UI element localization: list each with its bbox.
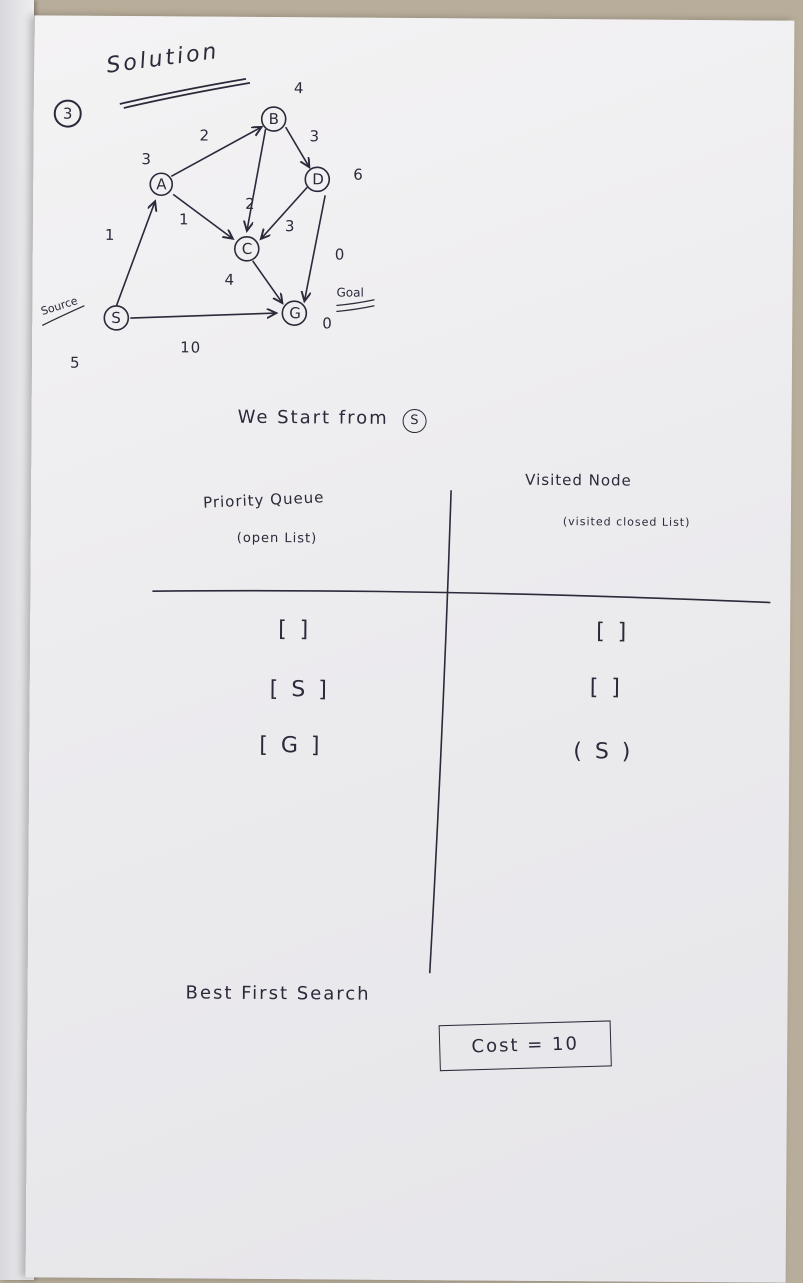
table-lines [152,490,771,974]
edge-cost-b-c: 2 [245,194,256,213]
open-list-row-3: [ G ] [259,732,323,759]
node-label-s: S [111,308,122,327]
edge-b-c [247,128,267,231]
title-underline [119,77,251,109]
heuristic-b: 4 [293,79,305,98]
graph-diagram [41,106,375,331]
goal-underline [336,299,375,307]
heuristic-c: 4 [224,270,236,289]
edge-s-g [130,312,276,319]
closed-list-row-3: ( S ) [573,739,634,765]
node-label-a: A [156,175,168,194]
node-s [103,305,130,331]
node-a [149,172,174,197]
node-label-d: D [312,170,325,189]
edge-s-a [115,201,155,307]
closed-list-row-2: [ ] [589,675,623,701]
node-d [304,166,331,193]
node-label-c: C [241,239,254,258]
heuristic-a: 3 [141,150,153,169]
node-label-b: B [268,110,281,129]
heuristic-d: 6 [353,165,364,184]
node-b [260,106,287,132]
edge-cost-a-c: 1 [178,210,190,229]
edge-cost-d-g: 0 [334,245,346,264]
goal-underline-2 [336,305,375,313]
edge-cost-s-a: 1 [104,225,116,244]
closed-list-row-1: [ ] [596,619,630,645]
start-node-circle: S [402,408,427,434]
cost-box: Cost = 10 [438,1020,612,1072]
table-horizontal-rule [152,589,771,604]
edge-c-g [252,260,282,303]
heuristic-s: 5 [69,353,81,372]
intro-text: We Start from S [237,406,427,434]
goal-label: Goal [336,285,364,300]
start-node: S [410,412,419,429]
edge-a-c [172,193,233,238]
heuristic-g: 0 [322,314,333,333]
edge-b-d [284,126,309,167]
node-label-g: G [289,304,303,323]
edge-cost-d-c: 3 [284,217,296,236]
open-list-row-1: [ ] [278,617,312,643]
intro-phrase: We Start from [237,406,389,429]
edge-d-g [304,195,326,301]
node-c [233,236,260,262]
source-underline [41,305,85,326]
edge-d-c [261,186,308,239]
edge-cost-b-d: 3 [309,127,321,146]
edge-a-b [170,126,261,178]
cost-value: Cost = 10 [471,1033,580,1058]
edge-cost-s-g: 10 [180,338,202,357]
table-vertical-rule [428,490,452,974]
node-g [281,300,308,326]
method-label: Best First Search [185,982,371,1005]
open-list-row-2: [ S ] [269,677,330,703]
edge-cost-a-b: 2 [199,126,211,145]
notebook-page: 3 Solution S A B [25,15,795,1283]
